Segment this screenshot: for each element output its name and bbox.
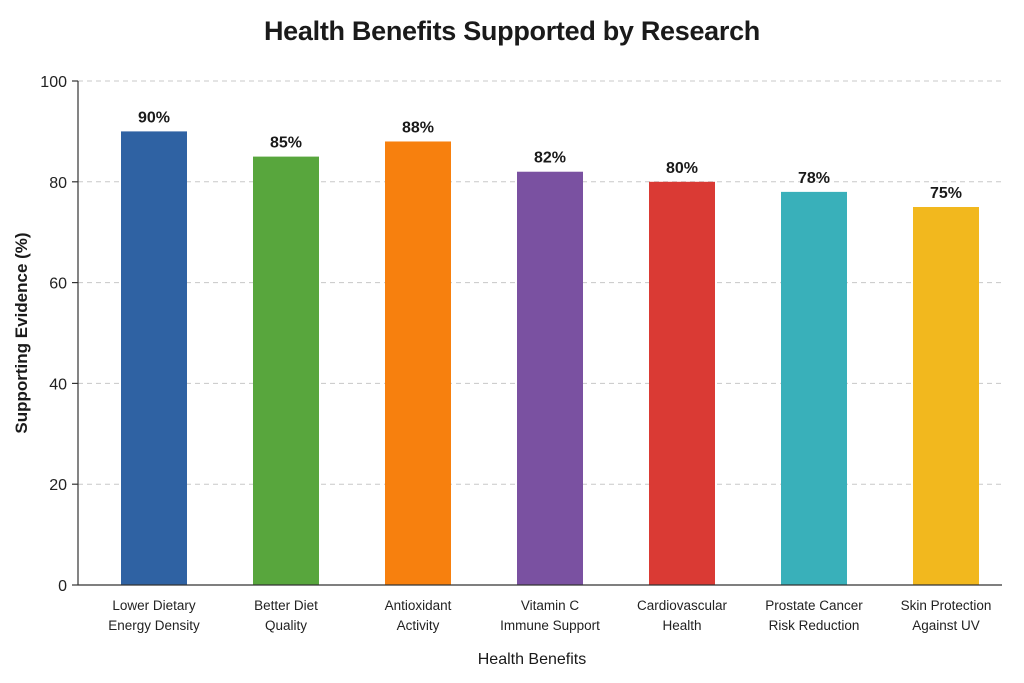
y-tick-label: 80 (49, 175, 67, 192)
bar (781, 191, 847, 585)
bar-value-label: 78% (798, 170, 830, 187)
bar-value-label: 80% (666, 160, 698, 177)
x-tick-label: Immune Support (500, 618, 600, 633)
bar (385, 141, 451, 586)
bar-value-label: 90% (138, 109, 170, 126)
x-tick-label: Better Diet (254, 598, 318, 613)
bar (517, 171, 583, 585)
x-tick-label: Prostate Cancer (765, 598, 863, 613)
y-tick-label: 100 (40, 74, 67, 91)
x-tick-label: Health (662, 618, 701, 633)
bar (121, 131, 187, 585)
y-tick-label: 0 (58, 578, 67, 595)
x-axis-ticks: Lower Dietary Energy Density Better Diet Qu… (108, 598, 991, 633)
x-axis-label: Health Benefits (478, 651, 587, 668)
x-tick-label: Risk Reduction (769, 618, 860, 633)
bar-value-label: 75% (930, 185, 962, 202)
x-tick-label: Energy Density (108, 618, 200, 633)
x-tick-label: Vitamin C (521, 598, 580, 613)
x-tick-label: Against UV (912, 618, 980, 633)
value-labels: 90% 85% 88% 82% 80% 78% 75% (138, 109, 962, 202)
bar (649, 181, 715, 586)
bar (253, 156, 319, 585)
y-tick-label: 60 (49, 276, 67, 293)
y-tick-label: 40 (49, 376, 67, 393)
chart-title: Health Benefits Supported by Research (263, 16, 761, 46)
x-tick-label: Activity (397, 618, 440, 633)
bars (121, 131, 979, 586)
bar-value-label: 85% (270, 135, 302, 152)
bar-value-label: 88% (402, 119, 434, 136)
y-axis-ticks: 0 20 40 60 80 100 (40, 74, 78, 595)
y-tick-label: 20 (49, 477, 67, 494)
bar-value-label: 82% (534, 150, 566, 167)
x-tick-label: Antioxidant (385, 598, 452, 613)
x-tick-label: Cardiovascular (637, 598, 728, 613)
x-tick-label: Quality (265, 618, 307, 633)
x-tick-label: Skin Protection (901, 598, 992, 613)
x-tick-label: Lower Dietary (112, 598, 196, 613)
bar (913, 207, 979, 585)
y-axis-label: Supporting Evidence (%) (12, 232, 31, 433)
